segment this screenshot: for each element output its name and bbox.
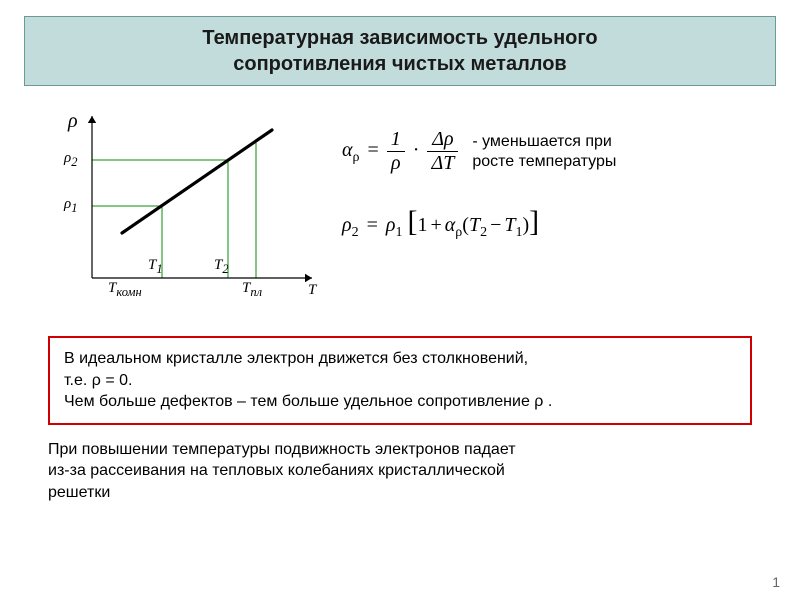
body-l2: из-за рассеивания на тепловых колебаниях…	[48, 462, 505, 479]
formula-area: αρ = 1ρ · ΔρΔT - уменьшается при росте т…	[342, 98, 768, 241]
chart-svg	[32, 98, 332, 318]
formula-alpha-note: - уменьшается при росте температуры	[472, 132, 616, 172]
callout-l3: Чем больше дефектов – тем больше удельно…	[64, 393, 552, 410]
slide: Температурная зависимость удельного сопр…	[0, 0, 800, 600]
formula-alpha-row: αρ = 1ρ · ΔρΔT - уменьшается при росте т…	[342, 128, 768, 175]
callout-l2: т.е. ρ = 0.	[64, 372, 132, 389]
title-box: Температурная зависимость удельного сопр…	[24, 16, 776, 86]
formula-rho2-row: ρ2 = ρ1 [1+αρ(T2−T1)]	[342, 205, 768, 241]
formula-rho2: ρ2 = ρ1 [1+αρ(T2−T1)]	[342, 205, 539, 241]
callout-l1: В идеальном кристалле электрон движется …	[64, 350, 528, 367]
title-line2: сопротивления чистых металлов	[37, 51, 763, 77]
chart: ρТρ2ρ1ТкомнТ1Т2Тпл	[32, 98, 332, 318]
formula-alpha: αρ = 1ρ · ΔρΔT	[342, 128, 458, 175]
body-l1: При повышении температуры подвижность эл…	[48, 441, 516, 458]
callout-box: В идеальном кристалле электрон движется …	[48, 336, 752, 425]
middle-row: ρТρ2ρ1ТкомнТ1Т2Тпл αρ = 1ρ · ΔρΔT - умен…	[8, 98, 792, 318]
body-l3: решетки	[48, 484, 110, 501]
body-text: При повышении температуры подвижность эл…	[48, 439, 752, 504]
page-number: 1	[772, 574, 780, 590]
title-line1: Температурная зависимость удельного	[37, 25, 763, 51]
